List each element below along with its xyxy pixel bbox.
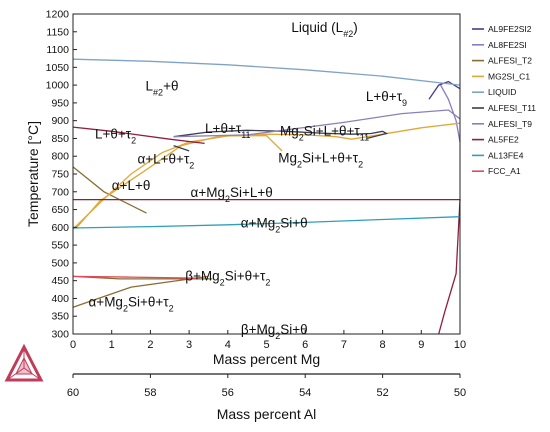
region-label: L+θ+τ11 <box>205 121 250 140</box>
region-label: β+Mg2Si+θ+τ2 <box>185 269 270 288</box>
region-label: Mg2Si+L+θ+τ11 <box>280 124 369 143</box>
y-tick-label: 900 <box>51 115 69 127</box>
series-line-alfesi-t2 <box>72 275 209 308</box>
legend-label: ALFESI_T2 <box>488 56 532 66</box>
series-line-al8fe2si <box>440 84 461 143</box>
region-label: Mg2Si+L+θ+τ2 <box>278 150 363 169</box>
x-tick-label: 4 <box>225 339 231 351</box>
legend-label: ALFESI_T9 <box>488 119 532 129</box>
y-tick-label: 1200 <box>46 9 70 21</box>
region-label: α+L+θ <box>112 178 151 193</box>
region-label: β+Mg2Si+θ <box>241 322 308 341</box>
x-tick-label: 8 <box>380 339 386 351</box>
x-tick-label: 0 <box>70 339 76 351</box>
y-tick-label: 1100 <box>46 44 69 56</box>
series-line-al5fe2 <box>72 126 205 145</box>
region-label: Liquid (L#2) <box>291 20 357 39</box>
y-tick-label: 950 <box>51 97 69 109</box>
region-label: α+Mg2Si+θ <box>241 215 308 234</box>
y-tick-label: 650 <box>51 204 69 216</box>
x-axis-ticks: 0 1 2 3 4 5 6 7 8 9 10 <box>70 330 466 351</box>
x-tick-label: 7 <box>341 339 347 351</box>
y-tick-label: 300 <box>51 329 69 341</box>
y-tick-label: 400 <box>51 293 69 305</box>
x-tick-label: 5 <box>263 339 269 351</box>
legend-label: FCC_A1 <box>488 166 521 176</box>
secondary-tick-label: 58 <box>144 387 156 399</box>
series-line-alfesi-t9 <box>173 109 461 138</box>
region-label: L#2+θ <box>146 78 179 97</box>
series-layer <box>72 58 461 335</box>
x-axis-title: Mass percent Mg <box>213 351 320 367</box>
x-tick-label: 9 <box>418 339 424 351</box>
region-labels: Liquid (L#2) L#2+θ L+θ+τ9 L+θ+τ2 L+θ+τ11 Mg2S… <box>88 20 407 341</box>
legend-label: ALFESI_T11 <box>488 103 536 113</box>
legend-label: MG2SI_C1 <box>488 71 530 81</box>
series-line-alfesi-t2 <box>72 166 147 214</box>
y-tick-label: 1050 <box>46 62 70 74</box>
secondary-tick-label: 50 <box>454 387 466 399</box>
y-tick-label: 500 <box>51 257 69 269</box>
region-label: α+Mg2Si+L+θ <box>191 185 273 204</box>
legend-label: AL9FE2SI2 <box>488 24 532 34</box>
x-tick-label: 6 <box>302 339 308 351</box>
y-tick-label: 800 <box>51 151 69 163</box>
series-line-alfesi-t11 <box>173 129 389 140</box>
secondary-tick-label: 52 <box>376 387 388 399</box>
legend-label: AL13FE4 <box>488 150 524 160</box>
x-tick-label: 10 <box>454 339 466 351</box>
x-tick-label: 1 <box>109 339 115 351</box>
legend-label: AL8FE2SI <box>488 40 527 50</box>
legend-label: AL5FE2 <box>488 135 519 145</box>
region-label: L+θ+τ2 <box>95 126 136 145</box>
y-axis-title: Temperature [°C] <box>25 121 41 227</box>
x-tick-label: 3 <box>186 339 192 351</box>
secondary-tick-label: 54 <box>299 387 311 399</box>
y-tick-label: 1000 <box>46 80 70 92</box>
y-tick-label: 350 <box>51 311 69 323</box>
secondary-x-axis-title: Mass percent Al <box>217 406 317 422</box>
series-line-al5fe2 <box>73 198 461 335</box>
y-tick-label: 850 <box>51 133 69 145</box>
series-line-alfesi-t11 <box>173 144 190 152</box>
series-line-liquid <box>72 58 461 86</box>
y-tick-label: 1150 <box>46 26 69 38</box>
y-tick-label: 550 <box>51 240 69 252</box>
secondary-tick-label: 60 <box>67 387 79 399</box>
region-label: α+L+θ+τ2 <box>137 151 194 170</box>
legend-label: LIQUID <box>488 87 516 97</box>
series-line-al13fe4 <box>72 216 461 229</box>
y-axis-ticks: 300 350 400 450 500 550 600 650 700 750 800 850 900 9… <box>46 9 77 341</box>
series-line-fcc-a1 <box>72 275 197 279</box>
x-tick-label: 2 <box>147 339 153 351</box>
y-tick-label: 450 <box>51 275 69 287</box>
series-line-mg2si-c1 <box>76 134 283 228</box>
region-label: α+Mg2Si+θ+τ2 <box>88 294 173 313</box>
region-label: L+θ+τ9 <box>366 89 407 108</box>
y-tick-label: 700 <box>51 186 69 198</box>
y-tick-label: 600 <box>51 222 69 234</box>
legend: AL9FE2SI2 AL8FE2SI ALFESI_T2 MG2SI_C1 LIQUID… <box>472 24 536 176</box>
thermocalc-logo <box>4 343 44 382</box>
y-tick-label: 750 <box>51 169 69 181</box>
secondary-x-axis: 60 58 56 54 52 50 <box>67 373 466 399</box>
secondary-tick-label: 56 <box>222 387 234 399</box>
